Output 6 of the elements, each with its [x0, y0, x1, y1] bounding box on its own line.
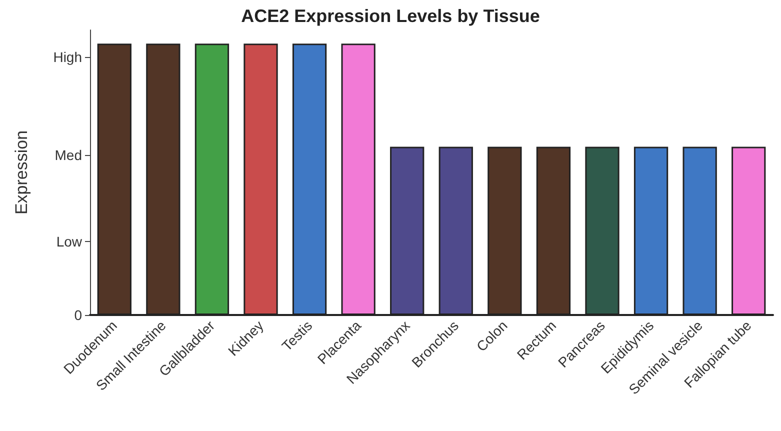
chart-title: ACE2 Expression Levels by Tissue	[241, 6, 540, 26]
ref-line-label: Med	[54, 146, 82, 163]
ref-line-label: Low	[56, 234, 83, 250]
y-axis-title: Expression	[12, 130, 31, 215]
ref-line-label: 0	[74, 307, 82, 323]
ref-line-label: High	[53, 49, 82, 66]
